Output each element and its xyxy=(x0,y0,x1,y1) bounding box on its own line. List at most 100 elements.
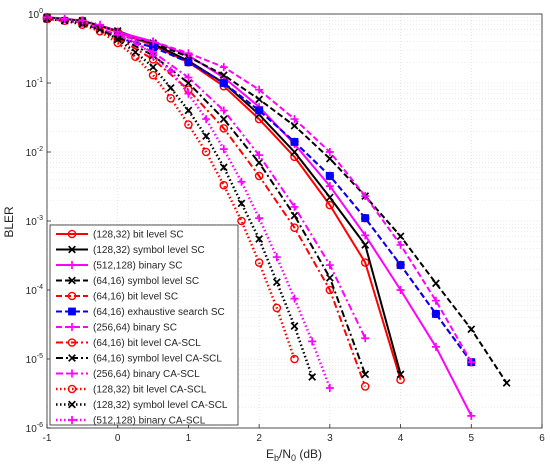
data-point xyxy=(219,115,228,123)
data-point xyxy=(396,261,405,269)
data-point xyxy=(113,35,122,44)
legend-entry: (64,16) symbol level SC xyxy=(56,276,199,287)
x-tick-label: 3 xyxy=(327,433,333,444)
legend-marker xyxy=(68,416,76,424)
legend-label: (64,16) symbol level SC xyxy=(93,276,199,287)
data-point xyxy=(325,154,334,163)
y-tick-base: 10 xyxy=(26,286,38,297)
y-tick-exponent: -3 xyxy=(37,215,43,222)
legend-entry: (512,128) binary CA-SCL xyxy=(56,416,206,427)
y-tick-exponent: -6 xyxy=(37,422,43,429)
data-point xyxy=(361,334,370,343)
legend-label: (256,64) binary SC xyxy=(93,323,177,334)
data-point xyxy=(396,370,405,379)
data-point xyxy=(148,70,158,80)
legend-entry: (128,32) symbol level SC xyxy=(56,245,205,256)
data-point xyxy=(290,115,299,124)
legend-marker xyxy=(68,276,76,285)
legend-label: (128,32) bit level SC xyxy=(93,230,184,241)
x-axis-label-sub1: b xyxy=(274,453,279,463)
x-tick-label: 4 xyxy=(398,433,404,444)
series-line xyxy=(46,17,367,375)
data-point xyxy=(96,20,105,29)
data-point xyxy=(325,261,334,270)
y-tick-base: 10 xyxy=(26,217,38,228)
data-point xyxy=(325,193,334,202)
data-point xyxy=(219,163,228,172)
data-point xyxy=(290,294,299,303)
legend-label: (128,32) symbol level SC xyxy=(93,245,205,256)
data-point xyxy=(272,303,282,313)
data-point xyxy=(325,172,334,180)
data-point xyxy=(255,85,264,94)
data-point xyxy=(467,358,476,367)
data-point xyxy=(184,58,193,67)
data-point xyxy=(184,79,193,87)
data-point xyxy=(396,240,405,249)
legend-label: (128,32) bit level CA-SCL xyxy=(93,385,207,396)
legend-box xyxy=(49,224,239,426)
data-point xyxy=(308,373,317,381)
y-tick-base: 10 xyxy=(28,10,40,21)
y-tick-base: 10 xyxy=(26,79,38,90)
data-point xyxy=(431,296,440,305)
legend-entry: (256,64) binary SC xyxy=(56,323,177,334)
legend-entry: (128,32) bit level CA-SCL xyxy=(56,385,207,396)
data-point xyxy=(361,192,370,201)
y-axis-label: BLER xyxy=(2,206,16,238)
data-point xyxy=(272,278,281,287)
y-tick-exponent: -2 xyxy=(37,146,43,153)
legend-label: (64,16) bit level SC xyxy=(93,292,178,303)
data-point xyxy=(219,180,229,190)
data-point xyxy=(201,147,211,157)
data-point xyxy=(255,158,264,167)
legend-marker xyxy=(68,245,76,254)
series-line xyxy=(46,15,332,389)
data-point xyxy=(254,258,264,267)
legend-marker xyxy=(68,261,76,269)
legend-label: (512,128) binary CA-SCL xyxy=(93,416,206,427)
data-point xyxy=(325,148,334,156)
y-tick-label: 10-5 xyxy=(26,353,43,366)
data-point xyxy=(290,211,299,220)
legend-entry: (64,16) symbol level CA-SCL xyxy=(56,354,222,365)
y-tick-label: 10-2 xyxy=(26,146,43,159)
legend-entry: (128,32) symbol level CA-SCL xyxy=(56,400,228,411)
legend-entry: (64,16) exhaustive search SC xyxy=(56,307,225,318)
data-point xyxy=(219,145,228,154)
series-12 xyxy=(43,14,317,381)
data-point xyxy=(184,49,193,58)
x-tick-label: 6 xyxy=(539,433,545,444)
y-tick-label: 10-3 xyxy=(26,215,43,228)
y-tick-base: 10 xyxy=(26,355,38,366)
data-point xyxy=(255,95,264,104)
data-point xyxy=(432,279,440,288)
data-point xyxy=(219,124,229,133)
series-6 xyxy=(113,34,476,367)
data-point xyxy=(325,285,335,295)
data-point xyxy=(202,132,211,141)
data-point xyxy=(290,121,299,130)
legend-marker xyxy=(67,338,77,347)
x-axis-label-tail: (dB) xyxy=(296,447,322,461)
y-tick-base: 10 xyxy=(26,148,38,159)
data-point xyxy=(325,182,334,191)
legend-label: (64,16) bit level CA-SCL xyxy=(93,338,201,349)
legend-label: (128,32) symbol level CA-SCL xyxy=(93,400,228,411)
x-axis-label-sub2: 0 xyxy=(291,453,296,463)
y-tick-exponent: 0 xyxy=(39,8,43,15)
data-point xyxy=(255,235,264,243)
series-line xyxy=(117,33,508,384)
legend-entry: (64,16) bit level SC xyxy=(56,292,178,303)
data-point xyxy=(219,71,228,80)
legend-marker xyxy=(68,400,76,409)
data-point xyxy=(431,342,440,351)
data-point xyxy=(78,16,87,25)
series-line xyxy=(46,17,367,339)
x-tick-label: 1 xyxy=(186,433,192,444)
data-point xyxy=(202,115,211,124)
legend-label: (64,16) exhaustive search SC xyxy=(93,307,225,318)
data-point xyxy=(467,325,476,334)
data-point xyxy=(290,148,299,156)
